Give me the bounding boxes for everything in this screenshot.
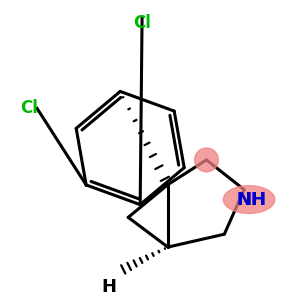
Text: NH: NH xyxy=(236,190,266,208)
Ellipse shape xyxy=(223,186,275,213)
Text: Cl: Cl xyxy=(20,99,38,117)
Circle shape xyxy=(195,148,218,172)
Text: Cl: Cl xyxy=(133,14,151,32)
Text: H: H xyxy=(101,278,116,296)
Text: NH: NH xyxy=(236,190,266,208)
